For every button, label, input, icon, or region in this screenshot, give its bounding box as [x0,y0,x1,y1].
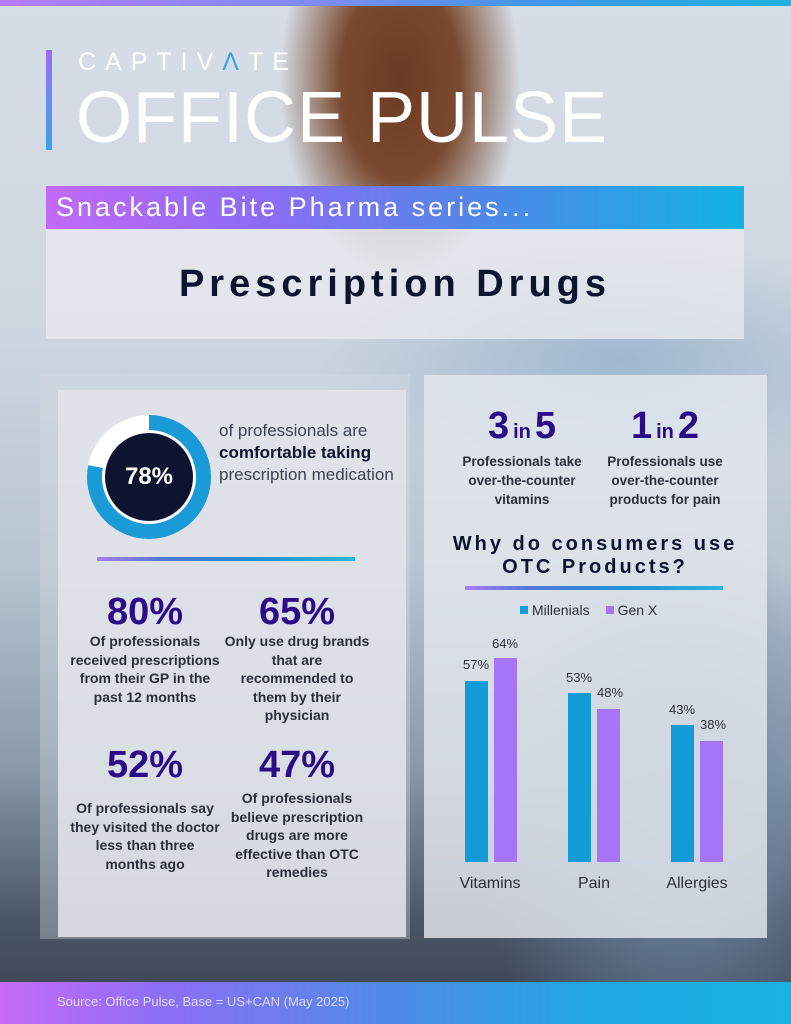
bar-label: 48% [596,685,624,700]
stat-desc: Of professionals received prescriptions … [70,633,220,705]
ratio-den: 2 [677,405,700,447]
category-label: Allergies [666,875,728,892]
product-title: OFFICE PULSE [76,78,609,158]
chart-title: Why do consumers use OTC Products? [452,533,738,578]
stat-65: 65% Only use drug brands that are recomm… [222,592,372,725]
stat-80: 80% Of professionals received prescripti… [70,592,220,706]
donut-text-post: prescription medication [219,465,394,484]
stat-value: 47% [258,744,336,786]
donut-description: of professionals are comfortable taking … [219,420,399,486]
legend-swatch-icon [520,606,528,614]
top-gradient-strip [0,0,791,6]
ratio-1-in-2: 1 in 2 Professionals use over-the-counter … [590,405,740,509]
legend-label: Millenials [532,602,590,618]
bar-allergies-millenials [671,725,694,862]
stat-value: 52% [106,744,184,786]
donut-text-bold: comfortable taking [219,443,372,462]
stat-desc: Only use drug brands that are recommende… [224,633,370,723]
bar-label: 53% [565,670,593,685]
ratio-den: 5 [534,405,557,447]
donut-value: 78% [102,430,196,524]
legend-swatch-icon [605,606,614,614]
stat-52: 52% Of professionals say they visited th… [70,745,220,873]
donut-text-pre: of professionals are [219,421,368,440]
divider-right [465,586,723,590]
series-banner: Snackable Bite Pharma series... [46,186,744,229]
source-note: Source: Office Pulse, Base = US+CAN (May… [57,994,350,1009]
bar-vitamins-genx [494,658,517,862]
stat-value: 80% [106,591,184,633]
brand-accent-letter: Λ [222,48,248,76]
brand-logo: CAPTIVΛTE [78,48,298,77]
ratio-desc: Professionals take over-the-counter vita… [462,454,582,507]
chart-baseline [440,862,750,863]
ratio-3-in-5: 3 in 5 Professionals take over-the-counter… [447,405,597,509]
ratio-in: in [656,421,674,443]
legend-millenials: Millenials [520,602,590,618]
donut-chart: 78% [87,415,211,539]
bar-pain-genx [597,709,620,862]
title-box: Prescription Drugs [46,229,744,339]
category-label: Vitamins [459,875,521,892]
ratio-num: 3 [487,405,510,447]
brand-name: CAPTIVΛTE [78,48,298,76]
bar-label: 64% [491,636,519,651]
stat-47: 47% Of professionals believe prescriptio… [222,745,372,882]
bar-vitamins-millenials [465,681,488,862]
divider-left [97,557,355,561]
stat-value: 65% [258,591,336,633]
bar-label: 43% [668,702,696,717]
bar-pain-millenials [568,693,591,862]
category-label: Pain [577,875,611,892]
ratio-num: 1 [630,405,653,447]
stat-desc: Of professionals say they visited the do… [70,800,220,872]
bar-allergies-genx [700,741,723,862]
bar-chart: 57% 64% 53% 48% 43% 38% [440,625,750,862]
legend-genx: Gen X [605,602,658,618]
stat-desc: Of professionals believe prescription dr… [230,790,364,880]
ratio-desc: Professionals use over-the-counter produ… [607,454,723,507]
chart-legend: Millenials Gen X [520,602,657,618]
brand-accent-bar [46,50,52,150]
page-title: Prescription Drugs [178,262,612,305]
bar-label: 38% [699,717,727,732]
legend-label: Gen X [617,602,658,618]
ratio-in: in [513,421,531,443]
bar-label: 57% [462,657,490,672]
footer: Source: Office Pulse, Base = US+CAN (May… [0,982,791,1024]
